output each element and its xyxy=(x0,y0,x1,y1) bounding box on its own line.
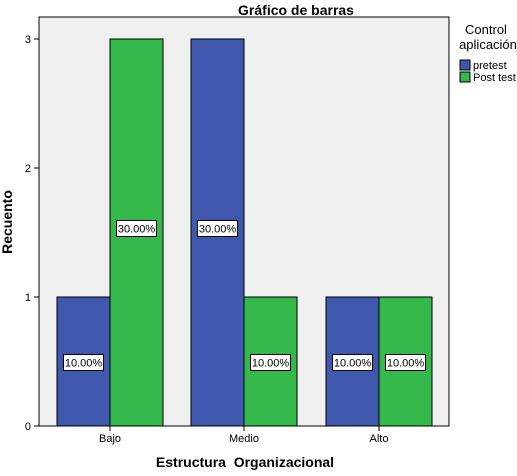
x-tick-label: Medio xyxy=(229,433,259,445)
y-axis: 0 1 2 3 xyxy=(25,34,39,433)
y-axis-label: Recuento xyxy=(0,190,15,254)
data-label-box xyxy=(116,220,157,237)
data-label-bajo-pretest: 10.00% xyxy=(65,358,103,370)
chart-title: Gráfico de barras xyxy=(238,2,354,18)
y-tick-label: 0 xyxy=(25,421,31,433)
y-tick-label: 2 xyxy=(25,163,31,175)
data-label-medio-post-test: 10.00% xyxy=(252,358,290,370)
data-label-alto-pretest: 10.00% xyxy=(334,358,372,370)
data-label-box xyxy=(332,354,373,371)
legend-title-line-2: aplicación xyxy=(459,37,517,52)
data-label-box xyxy=(197,220,238,237)
data-label-box xyxy=(63,354,104,371)
legend-label-post-test: Post test xyxy=(473,72,516,84)
data-label-box xyxy=(250,354,291,371)
x-tick-label: Alto xyxy=(370,433,389,445)
legend-label-pretest: pretest xyxy=(473,60,507,72)
x-axis-label: Estructura Organizacional xyxy=(156,454,334,470)
data-label-bajo-post-test: 30.00% xyxy=(118,224,156,236)
x-tick-label: Bajo xyxy=(99,433,121,445)
y-tick-label: 1 xyxy=(25,292,31,304)
data-labels-layer: 10.00% 30.00% 30.00% 10.00% 10.00% 10.00% xyxy=(63,220,426,371)
data-label-box xyxy=(385,354,426,371)
data-label-medio-pretest: 30.00% xyxy=(199,224,237,236)
legend-swatch-pretest xyxy=(459,59,471,71)
y-tick-label: 3 xyxy=(25,34,31,46)
data-label-alto-post-test: 10.00% xyxy=(387,358,425,370)
legend-title-line-1: Control xyxy=(465,22,507,37)
legend-swatch-post-test xyxy=(459,71,471,83)
x-axis: Bajo Medio Alto xyxy=(99,426,389,445)
